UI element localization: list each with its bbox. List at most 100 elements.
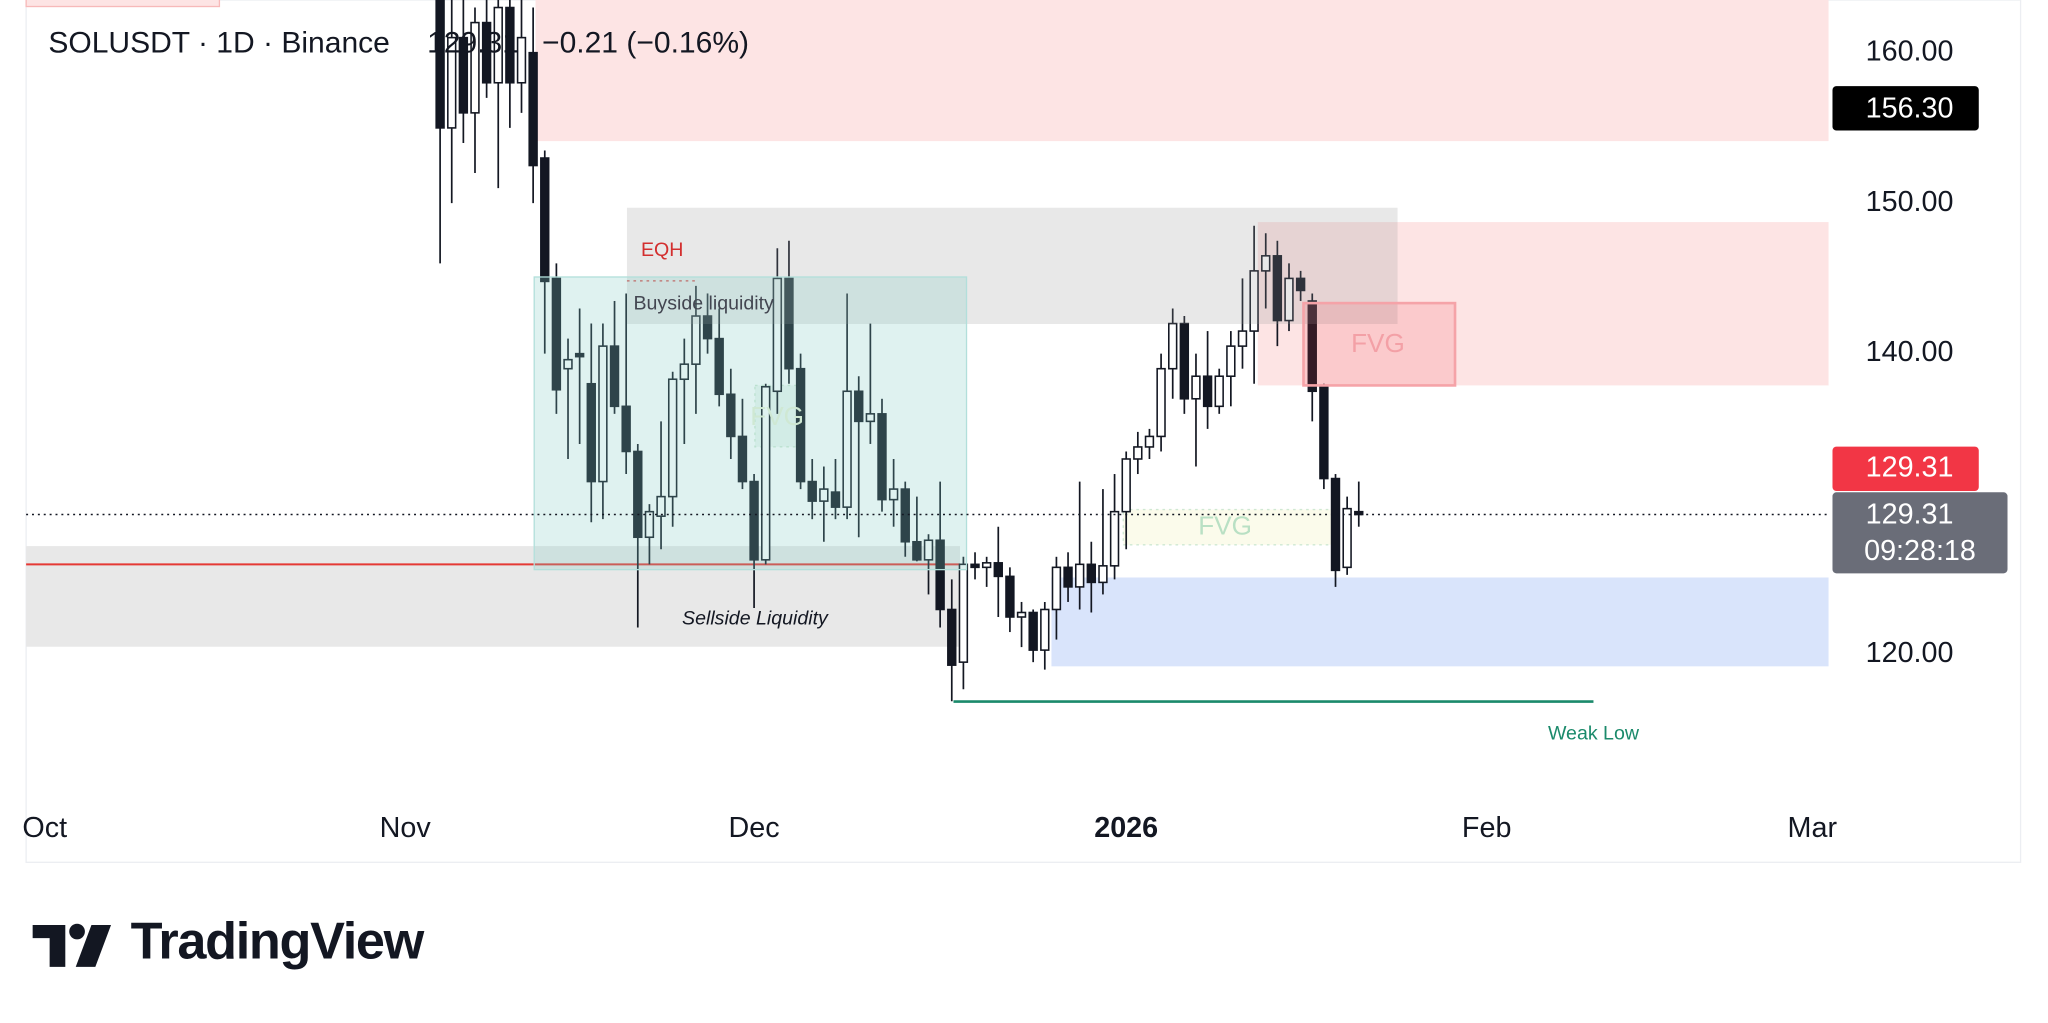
countdown: 09:28:18	[1864, 535, 1976, 567]
zone	[25, 0, 221, 8]
annotation: Sellside Liquidity	[682, 607, 829, 629]
candle-body	[540, 157, 550, 283]
candle-body	[1261, 255, 1271, 272]
candle-body	[1307, 300, 1317, 393]
candle-body	[807, 480, 817, 502]
candle-body	[714, 337, 724, 396]
candle-body	[772, 277, 783, 393]
branding: TradingView	[131, 912, 425, 970]
candle-body	[1063, 566, 1073, 588]
candle-body	[1098, 565, 1108, 584]
fvg-zone	[1122, 508, 1333, 546]
x-tick-label: Oct	[22, 812, 67, 844]
fvg-zone	[1302, 301, 1457, 387]
candle-body	[749, 480, 759, 561]
x-tick-label: Mar	[1788, 812, 1838, 844]
candle-body	[470, 21, 480, 114]
candle-body	[644, 510, 655, 539]
candle-body	[586, 382, 596, 483]
candle-body	[1272, 255, 1283, 322]
candle-body	[726, 393, 736, 438]
price-tag	[1832, 492, 2008, 574]
candle-body	[795, 367, 806, 483]
candle-body	[842, 390, 852, 508]
x-tick-label: Feb	[1462, 812, 1511, 844]
candle-body	[1284, 277, 1294, 322]
candle-body	[609, 345, 620, 408]
annotation: FVG	[750, 401, 804, 431]
candle-body	[1214, 375, 1224, 408]
candle-body	[935, 539, 945, 611]
candle-body	[1133, 446, 1143, 460]
zone	[1051, 577, 1829, 667]
candle-body	[679, 363, 690, 381]
candle-body	[1191, 375, 1201, 400]
candle-body	[505, 6, 515, 84]
zone	[535, 0, 1829, 142]
y-tick-label: 160.00	[1866, 35, 1954, 67]
candle-body	[888, 488, 899, 501]
y-tick-label: 150.00	[1866, 186, 1954, 218]
candle-body	[830, 491, 841, 508]
zone	[626, 207, 1398, 325]
candles	[435, 0, 1364, 702]
candle-body	[633, 450, 643, 539]
candle-body	[737, 435, 748, 483]
candle-body	[784, 277, 794, 370]
candle-body	[435, 0, 445, 129]
candle-body	[1028, 611, 1038, 651]
candle-body	[1342, 507, 1352, 569]
candle-body	[1249, 270, 1259, 332]
x-tick-label: Dec	[729, 812, 780, 844]
x-tick-label: Nov	[380, 812, 432, 844]
candle-body	[958, 563, 969, 663]
candle-body	[598, 345, 608, 483]
change: −0.21 (−0.16%)	[542, 26, 749, 59]
zone	[26, 546, 961, 647]
x-tick-label: 2026	[1094, 812, 1158, 844]
annotation: Buyside liquidity	[633, 293, 774, 315]
candle-body	[1237, 330, 1248, 347]
candle-body	[493, 6, 503, 84]
candle-body	[481, 21, 492, 84]
candle-body	[563, 358, 573, 370]
candle-body	[551, 277, 562, 391]
price-tag	[1832, 86, 1979, 131]
candle-body	[1074, 563, 1085, 588]
logo	[32, 923, 112, 967]
candle-body	[1121, 458, 1131, 513]
candle-body	[970, 563, 980, 569]
candle-body	[1144, 435, 1155, 448]
candle-body	[1051, 566, 1062, 611]
zone	[533, 276, 968, 571]
candle-body	[900, 488, 910, 543]
candle-body	[516, 36, 527, 84]
candle-body	[877, 413, 887, 501]
candle-body	[667, 378, 678, 498]
annotation: FVG	[1351, 328, 1405, 358]
candle-body	[1086, 563, 1097, 584]
price-tag	[1832, 446, 1979, 492]
candle-body	[1330, 477, 1341, 572]
candle-body	[865, 413, 876, 423]
candle-body	[1156, 367, 1166, 438]
y-tick-label: 140.00	[1866, 336, 1954, 368]
candle-body	[912, 540, 922, 561]
candle-body	[761, 385, 771, 561]
candle-body	[819, 488, 829, 502]
candle-body	[1168, 322, 1178, 370]
plot-frame	[25, 0, 2022, 863]
candle-body	[981, 562, 992, 569]
price-tag-label: 129.31	[1866, 451, 1954, 483]
candle-body	[1202, 375, 1213, 408]
y-tick-label: 120.00	[1866, 637, 1954, 669]
last-price: 129.31	[427, 26, 519, 59]
price-tag-label: 129.31	[1866, 498, 1954, 530]
candle-body	[947, 608, 957, 666]
candle-body	[1005, 575, 1015, 618]
annotation: Weak Low	[1548, 722, 1640, 744]
candle-body	[1016, 611, 1027, 618]
candle-body	[528, 51, 538, 167]
